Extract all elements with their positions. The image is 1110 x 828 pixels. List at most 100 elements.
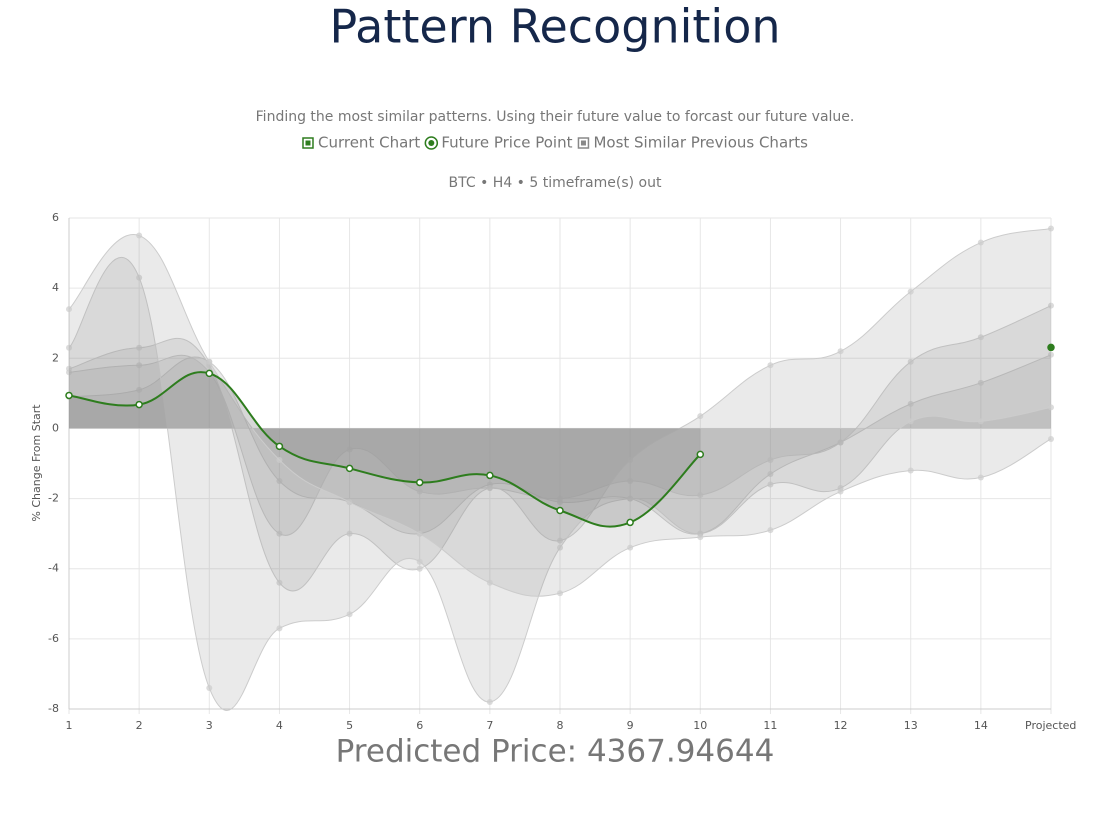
data-point xyxy=(66,344,72,351)
data-point xyxy=(626,518,634,527)
data-point xyxy=(66,365,72,372)
series-line xyxy=(68,354,1052,535)
data-point xyxy=(135,400,143,409)
data-point xyxy=(486,579,493,586)
data-point xyxy=(276,625,283,632)
data-point xyxy=(556,506,564,515)
y-tick-label: -6 xyxy=(48,632,59,645)
predicted-price: Predicted Price: 4367.94644 xyxy=(336,734,775,770)
data-point xyxy=(415,478,424,487)
data-point xyxy=(627,544,634,551)
y-tick-label: -8 xyxy=(48,702,59,715)
data-point xyxy=(1048,351,1054,358)
data-point xyxy=(1048,404,1054,411)
area-fill xyxy=(69,354,1051,535)
data-point xyxy=(557,544,563,551)
x-tick-label: 6 xyxy=(416,719,423,732)
x-tick-label: 2 xyxy=(136,719,143,732)
data-point xyxy=(977,334,984,341)
area-fill xyxy=(69,228,1051,592)
x-tick-label: 9 xyxy=(627,719,634,732)
data-point xyxy=(136,274,143,281)
data-point xyxy=(66,306,72,313)
data-point xyxy=(767,456,774,463)
data-point xyxy=(486,485,493,492)
data-point xyxy=(136,362,143,369)
legend-icon xyxy=(428,140,435,146)
data-point xyxy=(416,488,423,495)
area-fill xyxy=(69,305,1051,536)
data-point xyxy=(907,288,914,295)
data-point xyxy=(1048,302,1054,309)
x-tick-label: 14 xyxy=(974,719,988,732)
y-tick-label: -4 xyxy=(48,562,59,575)
area-fill xyxy=(69,372,701,527)
data-point xyxy=(276,579,283,586)
data-point xyxy=(697,413,704,420)
data-point xyxy=(977,239,984,246)
data-point xyxy=(557,537,563,544)
y-tick-label: 6 xyxy=(52,211,59,224)
data-point xyxy=(1048,435,1054,442)
data-point xyxy=(276,478,283,485)
legend-icon xyxy=(305,140,311,146)
data-point xyxy=(276,530,283,537)
data-point xyxy=(977,474,984,481)
data-point xyxy=(837,348,844,355)
legend-label: Current Chart xyxy=(318,134,420,152)
y-tick-label: -2 xyxy=(48,492,59,505)
data-point xyxy=(206,358,213,365)
y-tick-label: 0 xyxy=(52,421,59,434)
data-point xyxy=(136,232,143,239)
x-tick-label: 5 xyxy=(346,719,353,732)
data-point xyxy=(697,492,704,499)
chart-subtitle: BTC • H4 • 5 timeframe(s) out xyxy=(449,175,662,191)
series-line xyxy=(68,371,701,528)
y-tick-label: 4 xyxy=(52,281,59,294)
data-point xyxy=(136,386,143,393)
data-point xyxy=(907,358,914,365)
legend-icon xyxy=(302,137,314,149)
x-tick-label: 11 xyxy=(763,719,777,732)
x-tick-label: 8 xyxy=(557,719,564,732)
area-fill xyxy=(69,234,1051,597)
data-point xyxy=(416,558,423,565)
data-point xyxy=(205,369,214,378)
data-point xyxy=(977,418,984,425)
series-line xyxy=(68,228,1052,592)
data-point xyxy=(346,530,353,537)
data-point xyxy=(907,418,914,425)
x-tick-label: 12 xyxy=(834,719,848,732)
data-point xyxy=(697,534,704,541)
data-point xyxy=(557,495,563,502)
data-point xyxy=(346,499,353,506)
y-axis-label: % Change From Start xyxy=(30,404,43,522)
data-point xyxy=(206,684,213,691)
data-point xyxy=(346,611,353,618)
x-tick-label: 10 xyxy=(693,719,707,732)
legend-icon xyxy=(577,137,590,149)
legend-label: Most Similar Previous Charts xyxy=(593,134,808,152)
data-point xyxy=(416,565,423,572)
data-point xyxy=(696,450,705,459)
data-point xyxy=(276,456,283,463)
data-point xyxy=(837,488,844,495)
chart-title: Finding the most similar patterns. Using… xyxy=(256,109,855,125)
data-point xyxy=(627,478,634,485)
data-point xyxy=(557,590,563,597)
data-point xyxy=(486,698,493,705)
data-point xyxy=(837,439,844,446)
data-point xyxy=(767,527,774,534)
data-point xyxy=(767,362,774,369)
data-point xyxy=(1048,225,1054,232)
data-point xyxy=(907,400,914,407)
area-fill xyxy=(69,257,1051,711)
data-point xyxy=(767,471,774,478)
series-line xyxy=(68,305,1052,536)
x-tick-label: 1 xyxy=(66,719,73,732)
data-point xyxy=(977,379,984,386)
data-point xyxy=(627,495,634,502)
data-point xyxy=(486,471,494,480)
data-point xyxy=(275,442,284,451)
